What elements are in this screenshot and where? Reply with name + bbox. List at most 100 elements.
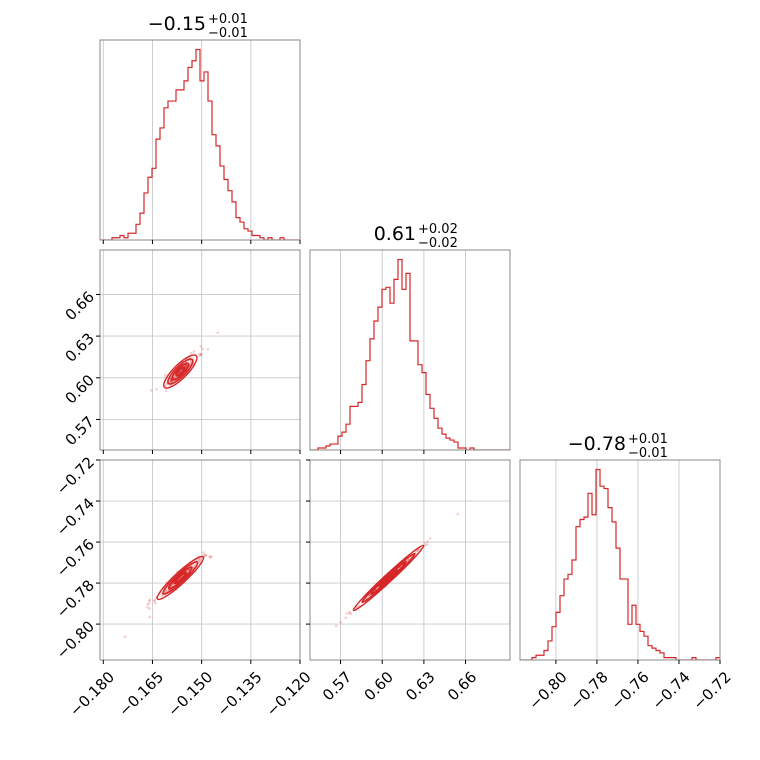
sample-point xyxy=(208,555,211,559)
sample-point xyxy=(164,384,167,388)
histogram-line-param-1 xyxy=(310,258,510,450)
y-tick-label: 0.63 xyxy=(62,329,98,365)
y-tick-label: −0.80 xyxy=(53,617,98,662)
sample-point xyxy=(165,382,169,386)
sample-point xyxy=(456,512,459,516)
panel-0-2 xyxy=(96,459,301,664)
sample-point xyxy=(199,557,202,561)
sample-point xyxy=(426,540,430,543)
sample-point xyxy=(146,605,149,609)
x-tick-label: −0.150 xyxy=(164,668,216,720)
sample-point xyxy=(339,621,342,624)
sample-point xyxy=(428,537,432,540)
sample-point xyxy=(201,347,204,351)
x-tick-label: −0.76 xyxy=(607,668,652,713)
title-lower-error: −0.02 xyxy=(418,236,458,251)
panel-title-2: −0.78 +0.01−0.01 xyxy=(568,432,668,461)
histogram-area xyxy=(310,250,510,450)
sample-point xyxy=(155,387,158,391)
sample-point xyxy=(173,375,176,379)
density-contour-0 xyxy=(352,544,425,612)
sample-point xyxy=(348,612,351,615)
title-lower-error: −0.01 xyxy=(628,446,668,461)
density-contour-3 xyxy=(175,366,186,377)
sample-point xyxy=(161,594,164,597)
sample-point xyxy=(192,350,196,353)
sample-point xyxy=(204,554,207,557)
density-contour-0 xyxy=(156,555,205,601)
panel-0-1 xyxy=(96,249,301,454)
x-tick-label: −0.180 xyxy=(66,668,118,720)
panel-0-0: −0.15 +0.01−0.01 xyxy=(99,12,301,244)
y-tick-label: 0.57 xyxy=(62,413,98,449)
density-contour-3 xyxy=(378,568,399,588)
sample-point xyxy=(198,559,202,563)
sample-point xyxy=(164,373,167,377)
sample-point xyxy=(148,607,151,610)
x-tick-label: −0.120 xyxy=(263,668,315,720)
density-contour-0 xyxy=(163,354,198,389)
sample-point xyxy=(152,599,156,603)
sample-point xyxy=(209,556,212,559)
y-tick-label: −0.76 xyxy=(53,535,98,580)
y-tick-label: −0.74 xyxy=(53,494,98,539)
sample-point xyxy=(189,351,193,355)
panel-1-2 xyxy=(306,459,511,664)
title-upper-error: +0.01 xyxy=(208,12,248,27)
histogram-line-param-2 xyxy=(520,468,720,660)
x-tick-label: −0.72 xyxy=(690,668,735,713)
sample-point xyxy=(198,352,201,356)
axes-frame xyxy=(99,459,301,661)
sample-point xyxy=(184,364,188,368)
sample-point xyxy=(348,610,351,614)
sample-point xyxy=(149,389,153,392)
sample-point xyxy=(423,544,427,548)
y-tick-label: −0.78 xyxy=(53,576,98,621)
sample-point xyxy=(206,348,210,351)
sample-point xyxy=(153,598,157,602)
title-upper-error: +0.02 xyxy=(418,222,458,237)
x-tick-label: −0.78 xyxy=(566,668,611,713)
sample-point xyxy=(216,331,220,335)
sample-point xyxy=(154,602,157,605)
sample-point xyxy=(425,543,429,546)
y-tick-label: −0.72 xyxy=(53,453,98,498)
sample-point xyxy=(349,612,353,616)
density-contour-3 xyxy=(173,571,188,585)
x-tick-label: 0.57 xyxy=(319,668,355,704)
sample-point xyxy=(169,379,173,383)
sample-point xyxy=(199,345,203,348)
histogram-line-param-0 xyxy=(100,48,300,240)
sample-point xyxy=(202,551,205,555)
panel-2-2: −0.78 +0.01−0.01 xyxy=(519,432,721,664)
scatter-area xyxy=(100,460,300,660)
sample-point xyxy=(334,624,338,628)
sample-point xyxy=(146,603,149,606)
histogram-area xyxy=(100,40,300,240)
title-value: 0.61 xyxy=(374,223,416,245)
x-tick-label: 0.63 xyxy=(402,668,438,704)
axes-frame xyxy=(99,39,301,241)
sample-point xyxy=(170,380,173,383)
panel-title-0: −0.15 +0.01−0.01 xyxy=(148,12,248,41)
title-value: −0.78 xyxy=(568,433,626,455)
density-contour-1 xyxy=(167,358,194,385)
panel-1-1: 0.61 +0.02−0.02 xyxy=(309,222,511,454)
sample-point xyxy=(345,612,349,615)
x-tick-label: 0.60 xyxy=(361,668,397,704)
axes-frame xyxy=(309,249,511,451)
title-value: −0.15 xyxy=(148,13,206,35)
sample-point xyxy=(344,616,347,620)
axes-frame xyxy=(99,249,301,451)
x-tick-label: −0.80 xyxy=(525,668,570,713)
title-upper-error: +0.01 xyxy=(628,432,668,447)
y-tick-label: 0.60 xyxy=(62,371,98,407)
histogram-area xyxy=(520,460,720,660)
sample-point xyxy=(210,555,213,558)
sample-point xyxy=(202,554,206,557)
sample-point xyxy=(197,559,201,562)
panel-title-1: 0.61 +0.02−0.02 xyxy=(374,222,458,251)
axes-frame xyxy=(309,459,511,661)
sample-point xyxy=(147,601,151,605)
